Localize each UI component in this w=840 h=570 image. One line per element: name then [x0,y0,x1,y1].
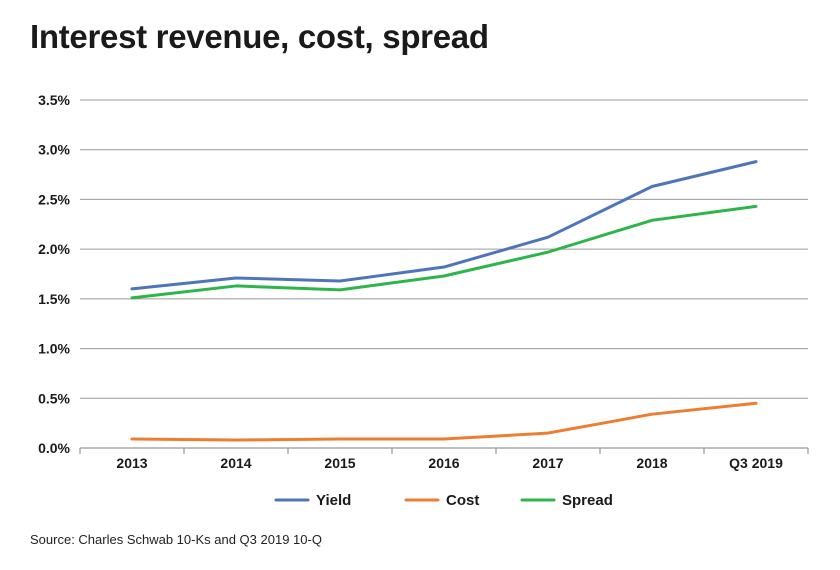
chart-title: Interest revenue, cost, spread [30,18,489,55]
x-tick-label: 2018 [636,455,667,471]
y-tick-label: 1.0% [38,341,70,357]
legend-label-cost: Cost [446,492,479,509]
x-axis-ticks: 2013 2014 2015 2016 2017 2018 Q3 2019 [79,448,809,471]
y-tick-label: 3.5% [38,92,70,108]
line-chart: 0.0%0.5%1.0%1.5%2.0%2.5%3.0%3.5% 2013 201… [38,92,809,509]
x-tick-label: 2017 [532,455,563,471]
x-tick-label: 2014 [220,455,251,471]
y-tick-label: 0.5% [38,390,70,406]
series-line-cost [130,401,758,442]
x-tick-label: 2015 [324,455,355,471]
y-tick-label: 1.5% [38,291,70,307]
x-tick-label: 2013 [116,455,147,471]
legend: Yield Cost Spread [274,492,613,509]
source-note: Source: Charles Schwab 10-Ks and Q3 2019… [30,532,322,547]
legend-label-spread: Spread [562,492,613,509]
series-line-yield [130,160,758,291]
series-lines [130,160,758,442]
legend-label-yield: Yield [316,492,351,509]
y-axis-ticks: 0.0% 0.5% 1.0% 1.5% 2.0% 2.5% 3.0% 3.5% [38,92,70,456]
y-tick-label: 2.0% [38,241,70,257]
series-line-spread [130,204,758,300]
x-tick-label: 2016 [428,455,459,471]
y-tick-label: 3.0% [38,142,70,158]
y-tick-label: 0.0% [38,440,70,456]
x-tick-label: Q3 2019 [729,455,783,471]
y-tick-label: 2.5% [38,191,70,207]
gridlines [80,99,808,449]
